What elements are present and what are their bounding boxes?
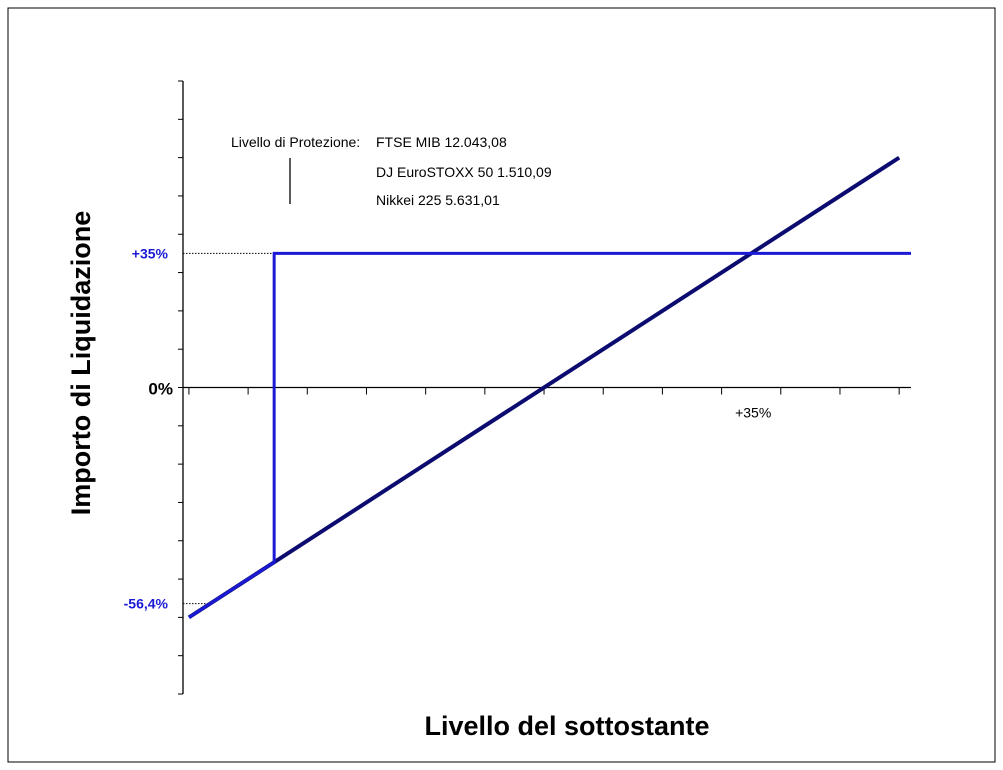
tick-labels: +35% 0% -56,4% +35%	[124, 245, 772, 611]
reference-lines	[183, 252, 275, 605]
underlying-line	[187, 155, 901, 620]
series-layer	[187, 155, 911, 620]
y-tick-label: +35%	[132, 245, 169, 261]
y-tick-label: 0%	[148, 380, 173, 399]
x-tick-label: +35%	[735, 405, 771, 421]
protection-annotation: Livello di Protezione: FTSE MIB 12.043,0…	[231, 134, 552, 208]
annotation-line-eurostoxx: DJ EuroSTOXX 50 1.510,09	[376, 164, 552, 180]
payoff-line	[188, 251, 911, 619]
y-tick-label: -56,4%	[124, 596, 169, 612]
annotation-line-nikkei: Nikkei 225 5.631,01	[376, 192, 500, 208]
x-axis-title: Livello del sottostante	[424, 711, 709, 741]
y-axis-title: Importo di Liquidazione	[66, 211, 96, 515]
annotation-label: Livello di Protezione:	[231, 134, 360, 150]
annotation-line-ftse: FTSE MIB 12.043,08	[376, 134, 507, 150]
chart-border	[7, 7, 996, 763]
